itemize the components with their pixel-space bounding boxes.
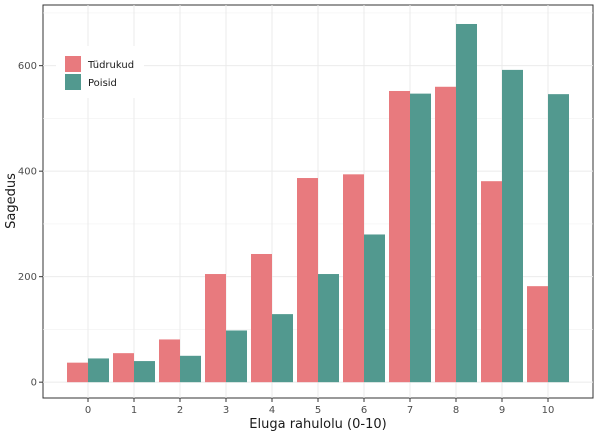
bar-tudrukud-9 bbox=[481, 181, 502, 383]
legend: Tüdrukud Poisid bbox=[56, 46, 144, 98]
bars bbox=[67, 23, 569, 383]
bar-tudrukud-1 bbox=[113, 353, 134, 383]
bar-tudrukud-0 bbox=[67, 362, 88, 383]
bar-tudrukud-8 bbox=[435, 86, 456, 383]
x-tick-label-0: 0 bbox=[85, 405, 91, 416]
bar-poisid-1 bbox=[134, 361, 155, 383]
legend-label-poisid: Poisid bbox=[88, 78, 117, 89]
x-tick-label-8: 8 bbox=[453, 405, 459, 416]
bar-tudrukud-3 bbox=[205, 274, 226, 383]
bar-tudrukud-2 bbox=[159, 339, 180, 383]
y-tick-label-400: 400 bbox=[18, 167, 37, 178]
bar-poisid-2 bbox=[180, 355, 201, 383]
y-axis-title: Sagedus bbox=[4, 173, 19, 229]
bar-poisid-10 bbox=[548, 94, 569, 383]
bar-poisid-5 bbox=[318, 274, 339, 383]
x-tick-label-3: 3 bbox=[223, 405, 229, 416]
x-tick-label-4: 4 bbox=[269, 405, 275, 416]
x-tick-label-5: 5 bbox=[315, 405, 321, 416]
x-tick-label-6: 6 bbox=[361, 405, 367, 416]
bar-tudrukud-10 bbox=[527, 286, 548, 383]
y-axis: 0 200 400 600 bbox=[18, 61, 43, 389]
bar-tudrukud-6 bbox=[343, 174, 364, 383]
y-tick-label-600: 600 bbox=[18, 61, 37, 72]
bar-poisid-9 bbox=[502, 69, 523, 383]
bar-poisid-7 bbox=[410, 93, 431, 383]
bar-tudrukud-4 bbox=[251, 253, 272, 383]
y-tick-label-200: 200 bbox=[18, 272, 37, 283]
x-axis: 0 1 2 3 4 5 6 7 8 9 10 bbox=[85, 398, 555, 416]
legend-swatch-poisid bbox=[65, 74, 81, 90]
bar-tudrukud-5 bbox=[297, 178, 318, 383]
x-axis-title: Eluga rahulolu (0-10) bbox=[249, 417, 386, 432]
x-tick-label-7: 7 bbox=[407, 405, 413, 416]
x-tick-label-1: 1 bbox=[131, 405, 137, 416]
bar-poisid-0 bbox=[88, 358, 109, 383]
x-tick-label-9: 9 bbox=[499, 405, 505, 416]
bar-tudrukud-7 bbox=[389, 90, 410, 383]
x-tick-label-10: 10 bbox=[542, 405, 555, 416]
x-tick-label-2: 2 bbox=[177, 405, 183, 416]
bar-poisid-6 bbox=[364, 234, 385, 383]
legend-swatch-tudrukud bbox=[65, 56, 81, 72]
bar-poisid-4 bbox=[272, 314, 293, 383]
y-tick-label-0: 0 bbox=[31, 378, 37, 389]
legend-label-tudrukud: Tüdrukud bbox=[87, 60, 134, 71]
bar-poisid-3 bbox=[226, 330, 247, 383]
bar-poisid-8 bbox=[456, 23, 477, 383]
